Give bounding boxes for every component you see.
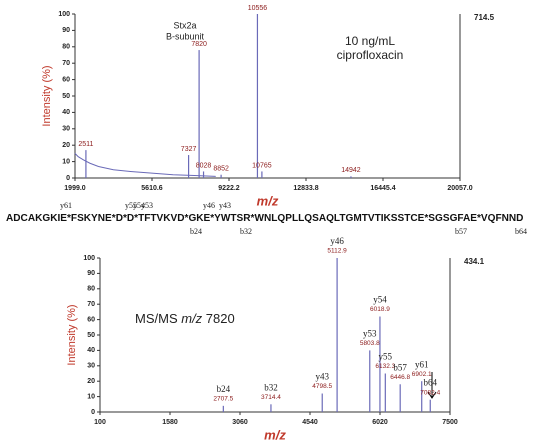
y-tick-label: 90 bbox=[87, 270, 95, 277]
sequence: ADCAKGKIE*FSKYNE*D*D*TFTVKVD*GKE*YWTSR*W… bbox=[6, 212, 524, 224]
title-part: 7820 bbox=[202, 311, 235, 326]
y-tick-label: 0 bbox=[66, 175, 70, 182]
x-tick-label: 16445.4 bbox=[370, 185, 395, 192]
annotation: Stx2a bbox=[173, 20, 196, 30]
ion-label: y54 bbox=[373, 295, 387, 305]
x-tick-label: 20057.0 bbox=[447, 185, 472, 192]
peak-label: 4798.5 bbox=[312, 383, 332, 390]
y-tick-label: 60 bbox=[87, 316, 95, 323]
y-axis-label: Intensity (%) bbox=[66, 304, 78, 365]
y-tick-label: 30 bbox=[87, 363, 95, 370]
peak-label: 7327 bbox=[181, 146, 197, 153]
ion-label: y43 bbox=[315, 372, 329, 382]
y-tick-label: 60 bbox=[62, 76, 70, 83]
peak-label: 8852 bbox=[213, 166, 229, 173]
peak-label: 5803.8 bbox=[360, 340, 380, 347]
x-axis-label: m/z bbox=[264, 427, 286, 442]
y-tick-label: 10 bbox=[87, 393, 95, 400]
peak-label: 14942 bbox=[341, 167, 361, 174]
y-tick-label: 10 bbox=[62, 158, 70, 165]
y-tick-label: 90 bbox=[62, 27, 70, 34]
peak-label: 6132.3 bbox=[375, 363, 395, 370]
peak-label: 5112.9 bbox=[327, 248, 347, 255]
ion-label: y46 bbox=[330, 236, 344, 246]
ion-label: b32 bbox=[264, 382, 278, 392]
peak-label: 2707.5 bbox=[213, 396, 233, 403]
y-tick-label: 30 bbox=[62, 126, 70, 133]
x-tick-label: 5610.6 bbox=[141, 185, 163, 192]
y-tick-label: 0 bbox=[91, 409, 95, 416]
scale-max: 434.1 bbox=[464, 257, 485, 266]
fragment-below: b24 bbox=[190, 227, 202, 236]
annotation: B-subunit bbox=[166, 31, 205, 41]
title-part: MS/MS bbox=[135, 311, 181, 326]
title-part: m/z bbox=[181, 311, 202, 326]
peak-label: 8028 bbox=[196, 162, 212, 169]
y-tick-label: 50 bbox=[62, 93, 70, 100]
peak-label: 10765 bbox=[252, 162, 272, 169]
y-tick-label: 70 bbox=[87, 301, 95, 308]
y-tick-label: 100 bbox=[58, 11, 70, 18]
fragment-above: y46 bbox=[203, 201, 215, 210]
fragment-below: b57 bbox=[455, 227, 467, 236]
y-tick-label: 40 bbox=[62, 109, 70, 116]
peak-label: 10556 bbox=[248, 5, 268, 12]
x-tick-label: 100 bbox=[94, 419, 106, 426]
x-tick-label: 1580 bbox=[162, 419, 178, 426]
x-axis-label: m/z bbox=[257, 193, 279, 208]
y-tick-label: 50 bbox=[87, 332, 95, 339]
ion-label: b64 bbox=[423, 378, 437, 388]
peak-label: 6446.8 bbox=[390, 374, 410, 381]
x-tick-label: 3060 bbox=[232, 419, 248, 426]
y-axis-label: Intensity (%) bbox=[41, 65, 53, 126]
y-tick-label: 20 bbox=[87, 378, 95, 385]
peak-label: 7082.4 bbox=[420, 389, 440, 396]
y-tick-label: 100 bbox=[83, 255, 95, 262]
peak-label: 3714.4 bbox=[261, 394, 281, 401]
fragment-below: b64 bbox=[515, 227, 527, 236]
y-tick-label: 80 bbox=[62, 44, 70, 51]
fragment-above: y53 bbox=[141, 201, 153, 210]
noise-trace bbox=[74, 153, 216, 177]
ion-label: b24 bbox=[217, 384, 231, 394]
y-tick-label: 20 bbox=[62, 142, 70, 149]
fragment-below: b32 bbox=[240, 227, 252, 236]
ion-label: b57 bbox=[393, 362, 407, 372]
x-tick-label: 4540 bbox=[302, 419, 318, 426]
x-tick-label: 9222.2 bbox=[218, 185, 240, 192]
y-tick-label: 80 bbox=[87, 286, 95, 293]
peak-label: 6902.1 bbox=[412, 371, 432, 378]
annotation: ciprofloxacin bbox=[337, 48, 404, 62]
arrow bbox=[427, 372, 437, 399]
annotation: 10 ng/mL bbox=[345, 34, 395, 48]
ion-label: y61 bbox=[415, 359, 429, 369]
chart-title: MS/MS m/z 7820 bbox=[135, 311, 235, 326]
peak-label: 6018.9 bbox=[370, 306, 390, 313]
fragment-above: y43 bbox=[219, 201, 231, 210]
ion-label: y55 bbox=[379, 352, 393, 362]
x-tick-label: 1999.0 bbox=[64, 185, 86, 192]
x-tick-label: 7500 bbox=[442, 419, 458, 426]
fragment-above: y61 bbox=[60, 201, 72, 210]
x-tick-label: 12833.8 bbox=[293, 185, 318, 192]
fragment-above: y55 bbox=[125, 201, 137, 210]
x-tick-label: 6020 bbox=[372, 419, 388, 426]
peak-label: 2511 bbox=[78, 141, 93, 148]
peak-label: 7820 bbox=[191, 41, 207, 48]
ion-label: y53 bbox=[363, 328, 377, 338]
fragment-above: y54 bbox=[133, 201, 145, 210]
y-tick-label: 70 bbox=[62, 60, 70, 67]
y-tick-label: 40 bbox=[87, 347, 95, 354]
scale-max: 714.5 bbox=[474, 13, 495, 22]
